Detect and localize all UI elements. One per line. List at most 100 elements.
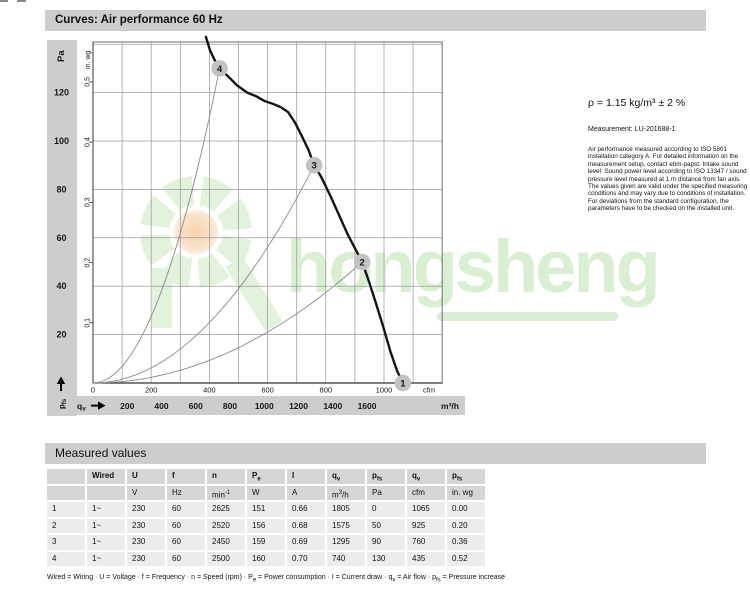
value-cell: 1575: [327, 518, 365, 533]
print-registration-mark-top: [0, 0, 8, 2]
m3h-axis-bar: [47, 396, 465, 415]
cfm-tick-label: 600: [261, 386, 274, 395]
operating-point-number: 2: [360, 257, 365, 268]
pfs-arrow-icon: [56, 376, 66, 384]
unit-cell: Pa: [367, 485, 405, 500]
value-cell: 0: [367, 502, 405, 517]
value-cell: 90: [367, 535, 405, 550]
m3h-tick-label: 600: [189, 401, 203, 411]
value-cell: 230: [127, 535, 165, 550]
value-cell: 1~: [87, 535, 125, 550]
value-cell: 1295: [327, 535, 365, 550]
unit-cell: Hz: [167, 485, 205, 500]
value-cell: 1805: [327, 502, 365, 517]
value-cell: 130: [367, 551, 405, 566]
value-cell: 0.66: [287, 502, 325, 517]
watermark-underline: [437, 312, 618, 321]
side-notes: ρ = 1.15 kg/m³ ± 2 % Measurement: LU-201…: [588, 97, 748, 213]
value-cell: 2625: [207, 502, 245, 517]
watermark-logo-stem: [152, 268, 172, 328]
m3h-tick-label: 1600: [358, 401, 377, 411]
value-cell: 1~: [87, 518, 125, 533]
inwg-tick-label: 0.1: [85, 318, 92, 328]
qv-arrow-icon: [98, 401, 106, 410]
unit-cell: A: [287, 485, 325, 500]
column-header-cell: U: [127, 469, 165, 484]
value-cell: 230: [127, 502, 165, 517]
value-cell: 2500: [207, 551, 245, 566]
value-cell: 0.00: [447, 502, 485, 517]
operating-point-marker: [211, 60, 228, 77]
pa-tick-label: 120: [54, 88, 69, 98]
unit-cell: [87, 485, 125, 500]
pa-unit-label: Pa: [56, 50, 67, 62]
value-cell: 0.36: [447, 535, 485, 550]
system-characteristic-curve: [92, 261, 363, 384]
value-cell: 0.52: [447, 551, 485, 566]
value-cell: 50: [367, 518, 405, 533]
value-cell: 160: [247, 551, 285, 566]
column-header-cell: [47, 469, 85, 484]
operating-point-marker: [394, 374, 412, 392]
measurement-id: Measurement: LU-201688-1: [588, 126, 676, 133]
m3h-tick-label: 1000: [255, 401, 274, 411]
pa-tick-label: 60: [56, 233, 66, 243]
air-density-note: ρ = 1.15 kg/m³ ± 2 %: [588, 97, 686, 109]
value-cell: 0.68: [287, 518, 325, 533]
y-axis-strip: [47, 40, 77, 416]
value-cell: 159: [247, 535, 285, 550]
inwg-tick-label: 0.2: [85, 258, 92, 268]
column-header-cell: n: [207, 469, 245, 484]
inwg-tick-label: 0.5: [85, 77, 92, 87]
value-cell: 925: [407, 518, 445, 533]
watermark-text: hongsheng: [286, 225, 661, 308]
m3h-tick-label: 800: [223, 401, 237, 411]
measurement-conditions-text: Air performance measured according to IS…: [588, 146, 748, 213]
measured-values-header: Measured values: [45, 443, 706, 464]
curves-section-header: Curves: Air performance 60 Hz: [45, 10, 706, 31]
value-cell: 0.70: [287, 551, 325, 566]
unit-cell: W: [247, 485, 285, 500]
operating-point-number: 1: [400, 378, 406, 389]
value-cell: 230: [127, 518, 165, 533]
value-cell: 60: [167, 535, 205, 550]
column-header-cell: I: [287, 469, 325, 484]
inwg-unit-label: in. wg: [85, 51, 92, 69]
watermark-logo-center: [174, 210, 218, 254]
cfm-tick-label: 0: [91, 386, 95, 395]
cfm-tick-label: 200: [145, 386, 158, 395]
unit-cell: V: [127, 485, 165, 500]
value-cell: 3: [47, 535, 85, 550]
unit-cell: min-1: [207, 485, 245, 500]
value-cell: 1065: [407, 502, 445, 517]
value-cell: 760: [407, 535, 445, 550]
m3h-tick-label: 400: [154, 401, 168, 411]
value-cell: 2520: [207, 518, 245, 533]
value-cell: 60: [167, 518, 205, 533]
value-cell: 4: [47, 551, 85, 566]
column-header-cell: qv: [407, 469, 445, 484]
unit-cell: in. wg: [447, 485, 485, 500]
value-cell: 2: [47, 518, 85, 533]
operating-point-number: 4: [217, 64, 223, 75]
value-cell: 2450: [207, 535, 245, 550]
unit-cell: cfm: [407, 485, 445, 500]
pa-tick-label: 40: [56, 281, 66, 291]
cfm-tick-label: 400: [203, 386, 216, 395]
pa-tick-label: 100: [54, 136, 69, 146]
abbreviation-legend: Wired = Wiring · U = Voltage · f = Frequ…: [47, 574, 506, 584]
column-header-cell: Pe: [247, 469, 285, 484]
value-cell: 230: [127, 551, 165, 566]
print-registration-mark-bottom: [17, 0, 26, 2]
column-header-cell: f: [167, 469, 205, 484]
system-characteristic-curve: [92, 68, 221, 384]
qv-axis-label: qv: [77, 401, 86, 413]
cfm-tick-label: 1000: [376, 386, 393, 395]
m3h-tick-label: 1400: [323, 401, 342, 411]
value-cell: 60: [167, 502, 205, 517]
m3h-tick-label: 1200: [289, 401, 308, 411]
inwg-tick-label: 0.3: [85, 197, 92, 207]
column-header-cell: pfs: [367, 469, 405, 484]
pa-tick-label: 20: [56, 330, 66, 340]
